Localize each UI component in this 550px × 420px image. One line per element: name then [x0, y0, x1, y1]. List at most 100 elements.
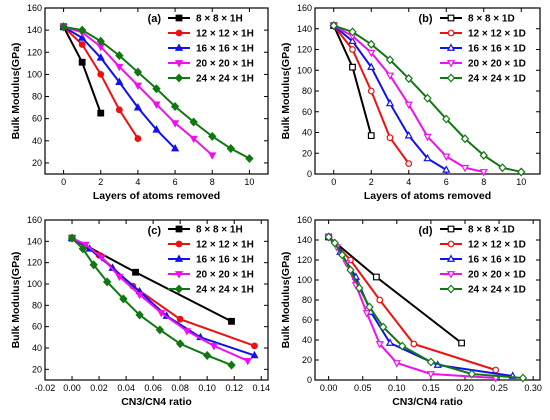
- data-point: [175, 339, 185, 349]
- data-point: [379, 322, 388, 332]
- data-point: [250, 350, 259, 359]
- series-16-16-1h: [59, 22, 180, 152]
- series-24-24-1d: [329, 21, 526, 177]
- y-tick-label: 60: [302, 315, 312, 325]
- series-20-20-1h: [67, 235, 252, 366]
- x-tick-label: 0: [61, 177, 66, 187]
- data-point: [404, 101, 413, 110]
- data-point: [518, 373, 528, 383]
- data-point: [152, 84, 161, 94]
- data-point: [442, 114, 451, 124]
- y-tick-label: 80: [32, 300, 42, 310]
- data-point: [78, 244, 88, 254]
- x-tick-label: 8: [210, 177, 215, 187]
- legend-marker: [447, 29, 455, 37]
- x-tick-label: 0: [331, 177, 336, 187]
- x-tick-label: 6: [444, 177, 449, 187]
- legend-label: 20 × 20 × 1H: [196, 59, 254, 70]
- y-axis-ticks: 0 20 40 60 80 100 120 140 160: [297, 215, 540, 385]
- y-tick-label: 160: [27, 3, 42, 13]
- data-point: [226, 144, 236, 154]
- legend-marker: [446, 254, 456, 262]
- data-point: [96, 53, 105, 61]
- y-axis-title: Bulk Modulus(GPa): [280, 252, 292, 349]
- data-point: [155, 325, 165, 335]
- data-point: [460, 134, 470, 144]
- data-point: [97, 109, 105, 117]
- data-point: [132, 268, 139, 276]
- x-tick-label: 0.14: [252, 383, 270, 393]
- legend-marker: [447, 225, 455, 233]
- chart-panel-1: 0 2 4 6 8 10 20 40 60 80 100 120 140 160 Layers of ato…: [10, 3, 269, 202]
- data-point: [115, 106, 123, 114]
- y-axis-ticks: 0 20 40 60 80 100 120 140 160: [297, 3, 540, 179]
- data-point: [426, 357, 436, 367]
- data-point: [81, 241, 90, 250]
- data-point: [405, 160, 413, 168]
- data-point: [492, 366, 500, 374]
- x-tick-label: 0.00: [320, 383, 338, 393]
- legend-marker: [446, 284, 456, 294]
- data-point: [458, 339, 465, 347]
- data-point: [119, 294, 128, 304]
- legend-label: 8 × 8 × 1H: [196, 225, 243, 236]
- data-point: [385, 55, 395, 65]
- data-point: [355, 283, 364, 293]
- y-tick-label: 60: [32, 114, 42, 124]
- y-axis-ticks: 20 40 60 80 100 120 140 160: [27, 3, 268, 168]
- data-point: [398, 341, 407, 351]
- data-point: [133, 82, 143, 91]
- data-point: [78, 58, 86, 66]
- data-point: [348, 36, 357, 45]
- data-point: [349, 46, 356, 53]
- y-tick-label: 160: [297, 215, 312, 225]
- plot-frame: [44, 7, 269, 175]
- y-tick-label: 20: [302, 148, 312, 158]
- y-tick-label: 160: [297, 3, 312, 13]
- data-point: [324, 232, 333, 242]
- data-point: [208, 131, 217, 141]
- legend-label: 16 × 16 × 1D: [468, 44, 526, 55]
- data-point: [189, 117, 198, 127]
- x-axis-title: Layers of atoms removed: [93, 190, 220, 202]
- y-axis-title: Bulk Modulus(GPa): [280, 43, 292, 140]
- data-point: [385, 72, 395, 81]
- x-tick-label: 0.30: [524, 383, 542, 393]
- legend-label: 12 × 12 × 1H: [196, 240, 254, 251]
- data-point: [346, 265, 355, 275]
- y-tick-label: 140: [297, 24, 312, 34]
- data-point: [115, 51, 124, 61]
- x-tick-label: 0.08: [171, 383, 189, 393]
- legend-marker: [174, 254, 184, 262]
- y-tick-label: 60: [32, 322, 42, 332]
- y-tick-label: 20: [302, 355, 312, 365]
- y-tick-label: 0: [307, 169, 312, 179]
- y-tick-label: 40: [32, 136, 42, 146]
- data-point: [96, 36, 105, 46]
- y-tick-label: 120: [297, 255, 312, 265]
- series-20-20-1d: [329, 22, 488, 177]
- x-tick-label: 4: [406, 177, 411, 187]
- data-point: [245, 153, 254, 164]
- data-point: [367, 39, 376, 49]
- data-point: [243, 357, 252, 366]
- legend-label: 20 × 20 × 1D: [468, 270, 526, 281]
- data-point: [365, 302, 374, 312]
- data-point: [460, 164, 470, 173]
- legend-marker: [175, 225, 183, 233]
- data-point: [176, 315, 184, 323]
- x-tick-label: 10: [516, 177, 526, 187]
- data-point: [410, 340, 418, 348]
- legend-label: 12 × 12 × 1H: [196, 29, 254, 40]
- y-tick-label: 160: [27, 215, 42, 225]
- legend-marker: [446, 60, 456, 68]
- chart-panel-4: 0.00 0.05 0.10 0.15 0.20 0.25 0.30 0 20 40 60 80 100…: [280, 215, 542, 408]
- y-axis-title: Bulk Modulus(GPa): [10, 252, 22, 349]
- legend-label: 20 × 20 × 1H: [196, 270, 254, 281]
- legend-marker: [175, 14, 183, 22]
- data-point: [115, 63, 124, 72]
- y-tick-label: 40: [32, 343, 42, 353]
- data-point: [385, 338, 395, 346]
- data-point: [404, 131, 413, 139]
- y-axis-title: Bulk Modulus(GPa): [10, 43, 22, 140]
